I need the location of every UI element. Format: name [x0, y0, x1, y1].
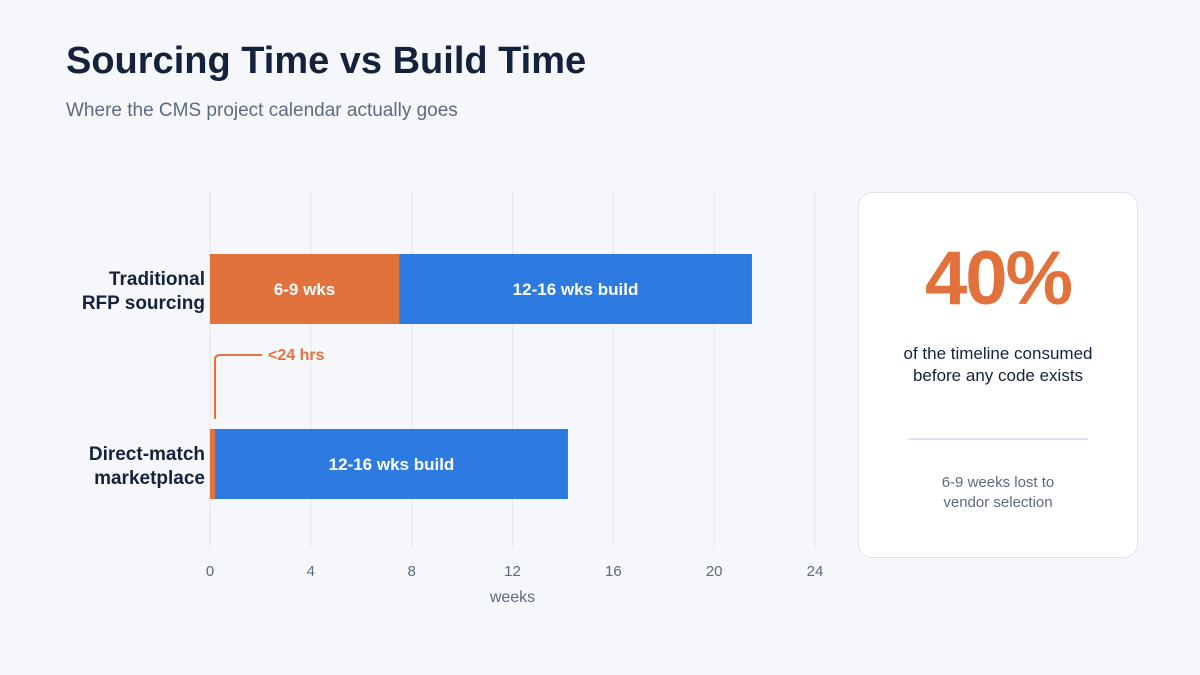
sourcing-bar-2 — [210, 429, 216, 499]
bar-data-label: 6-9 wks — [274, 280, 335, 299]
x-tick-label: 0 — [206, 563, 214, 580]
category-label-2: Direct-match marketplace — [89, 444, 205, 489]
stat-note: 6-9 weeks lost to vendor selection — [941, 474, 1055, 511]
annotation-bracket — [214, 354, 263, 419]
category-label-1: Traditional RFP sourcing — [82, 269, 205, 314]
category-label-line: marketplace — [94, 468, 205, 489]
category-label-line: Direct-match — [89, 444, 205, 465]
x-tick-label: 8 — [407, 563, 415, 580]
x-tick-label: 20 — [706, 563, 723, 580]
page-subtitle: Where the CMS project calendar actually … — [66, 100, 458, 121]
stat-card: 40% of the timeline consumed before any … — [858, 192, 1138, 558]
annotation-label: <24 hrs — [268, 347, 325, 364]
timeline-bar-chart: 0 4 8 12 16 20 24 weeks 6-9 wks 12-16 wks build Tr… — [82, 192, 824, 606]
x-axis-label: weeks — [489, 589, 535, 606]
card-divider — [908, 438, 1088, 440]
bar-data-label: 12-16 wks build — [513, 280, 639, 299]
page-title: Sourcing Time vs Build Time — [66, 40, 587, 82]
stat-percentage: 40% — [924, 236, 1073, 321]
build-bar-1 — [399, 254, 752, 324]
sourcing-bar-1 — [210, 254, 400, 324]
x-tick-label: 4 — [307, 563, 315, 580]
build-bar-2 — [215, 429, 568, 499]
x-tick-label: 16 — [605, 563, 622, 580]
bar-data-label: 12-16 wks build — [329, 455, 455, 474]
x-tick-label: 12 — [504, 563, 521, 580]
category-label-line: RFP sourcing — [82, 293, 205, 314]
category-label-line: Traditional — [109, 269, 205, 290]
x-tick-label: 24 — [807, 563, 824, 580]
stat-description: of the timeline consumed before any code… — [903, 344, 1093, 385]
